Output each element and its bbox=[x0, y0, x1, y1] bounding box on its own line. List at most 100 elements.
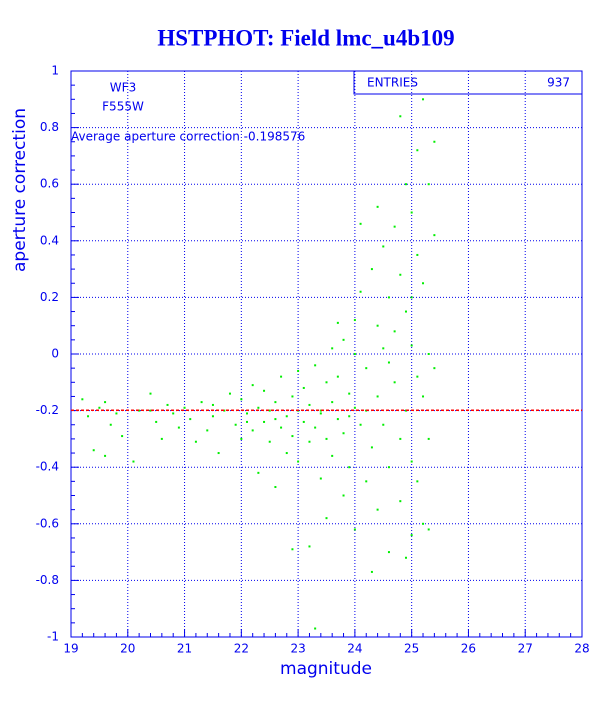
y-tick-label: -0.8 bbox=[36, 573, 59, 587]
point bbox=[115, 412, 118, 415]
x-tick-label: 21 bbox=[177, 642, 192, 656]
chart-title: HSTPHOT: Field lmc_u4b109 bbox=[157, 25, 454, 50]
point bbox=[365, 480, 368, 483]
point bbox=[160, 437, 163, 440]
point bbox=[228, 392, 231, 395]
point bbox=[422, 395, 425, 398]
point bbox=[359, 290, 362, 293]
point bbox=[98, 406, 101, 409]
point bbox=[376, 508, 379, 511]
point bbox=[416, 480, 419, 483]
point bbox=[285, 452, 288, 455]
point bbox=[399, 437, 402, 440]
point bbox=[433, 367, 436, 370]
y-tick-label: 0.4 bbox=[40, 233, 59, 247]
point bbox=[104, 454, 107, 457]
x-axis-label: magnitude bbox=[280, 659, 372, 679]
point bbox=[416, 149, 419, 152]
point bbox=[399, 273, 402, 276]
point bbox=[410, 460, 413, 463]
point bbox=[121, 435, 124, 438]
point bbox=[342, 494, 345, 497]
x-tick-label: 19 bbox=[63, 642, 78, 656]
point bbox=[155, 420, 158, 423]
annotation: F555W bbox=[102, 100, 144, 114]
point bbox=[319, 477, 322, 480]
point bbox=[291, 435, 294, 438]
point bbox=[336, 375, 339, 378]
x-tick-label: 28 bbox=[574, 642, 589, 656]
point bbox=[410, 296, 413, 299]
y-tick-label: 0.2 bbox=[40, 290, 59, 304]
x-tick-label: 27 bbox=[518, 642, 533, 656]
point bbox=[399, 115, 402, 118]
stats-label: ENTRIES bbox=[367, 76, 418, 90]
x-tick-label: 23 bbox=[290, 642, 305, 656]
point bbox=[404, 310, 407, 313]
y-tick-label: 0 bbox=[51, 347, 59, 361]
point bbox=[370, 268, 373, 271]
point bbox=[87, 415, 90, 418]
point bbox=[387, 551, 390, 554]
point bbox=[376, 395, 379, 398]
point bbox=[410, 344, 413, 347]
point bbox=[246, 420, 249, 423]
point bbox=[393, 381, 396, 384]
point bbox=[427, 183, 430, 186]
y-tick-label: -0.6 bbox=[36, 516, 59, 530]
point bbox=[194, 440, 197, 443]
point bbox=[416, 253, 419, 256]
point bbox=[376, 324, 379, 327]
point bbox=[336, 418, 339, 421]
plot-frame bbox=[70, 70, 583, 638]
point bbox=[325, 517, 328, 520]
point bbox=[149, 392, 152, 395]
x-tick-label: 24 bbox=[347, 642, 362, 656]
point bbox=[410, 534, 413, 537]
point bbox=[172, 412, 175, 415]
point bbox=[302, 386, 305, 389]
point bbox=[291, 395, 294, 398]
point bbox=[353, 528, 356, 531]
point bbox=[109, 423, 112, 426]
point bbox=[404, 556, 407, 559]
point bbox=[211, 403, 214, 406]
point bbox=[149, 409, 152, 412]
point bbox=[302, 420, 305, 423]
point bbox=[285, 415, 288, 418]
point bbox=[246, 412, 249, 415]
point bbox=[348, 392, 351, 395]
average-label: Average aperture correction -0.198576 bbox=[71, 130, 305, 144]
point bbox=[268, 409, 271, 412]
point bbox=[206, 429, 209, 432]
point bbox=[274, 418, 277, 421]
point bbox=[433, 234, 436, 237]
point bbox=[240, 437, 243, 440]
point bbox=[365, 367, 368, 370]
point bbox=[223, 409, 226, 412]
y-tick-label: 0.6 bbox=[40, 177, 59, 191]
point bbox=[433, 140, 436, 143]
point bbox=[382, 423, 385, 426]
point bbox=[422, 282, 425, 285]
point bbox=[325, 437, 328, 440]
point bbox=[257, 471, 260, 474]
point bbox=[382, 245, 385, 248]
point bbox=[331, 347, 334, 350]
point bbox=[274, 486, 277, 489]
point bbox=[138, 409, 141, 412]
point bbox=[319, 409, 322, 412]
point bbox=[234, 423, 237, 426]
y-tick-label: 0.8 bbox=[40, 120, 59, 134]
point bbox=[422, 522, 425, 525]
point bbox=[393, 225, 396, 228]
point bbox=[410, 211, 413, 214]
point bbox=[416, 375, 419, 378]
point bbox=[370, 570, 373, 573]
point bbox=[427, 353, 430, 355]
y-tick-label: 1 bbox=[51, 64, 59, 78]
point bbox=[297, 369, 300, 372]
point bbox=[240, 398, 243, 401]
